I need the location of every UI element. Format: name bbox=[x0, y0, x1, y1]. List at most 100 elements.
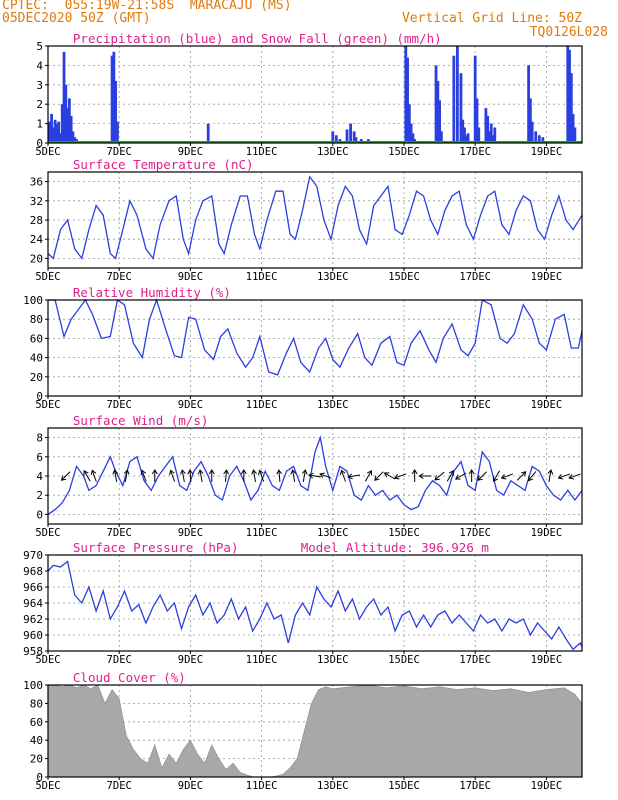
y-tick-label: 60 bbox=[30, 716, 43, 729]
wind-arrow bbox=[83, 469, 91, 482]
precip-bar bbox=[463, 127, 466, 143]
y-tick-label: 6 bbox=[36, 451, 43, 464]
precip-bar bbox=[475, 98, 479, 143]
x-tick-label: 9DEC bbox=[178, 271, 203, 283]
precip-bar bbox=[406, 57, 409, 143]
wind-arrow-shaft bbox=[252, 470, 257, 482]
wind-arrow bbox=[557, 473, 571, 480]
precip-bar bbox=[53, 119, 57, 143]
y-tick-label: 24 bbox=[30, 233, 44, 246]
series-line bbox=[47, 560, 583, 651]
wind-arrow-head bbox=[112, 469, 119, 475]
wind-arrow bbox=[187, 469, 194, 483]
precip-bar bbox=[407, 104, 411, 143]
x-tick-label: 7DEC bbox=[107, 399, 132, 411]
x-tick-label: 17DEC bbox=[459, 146, 491, 158]
y-tick-label: 80 bbox=[30, 313, 43, 326]
y-tick-label: 100 bbox=[23, 679, 43, 692]
wind-arrow-shaft bbox=[446, 470, 454, 482]
x-tick-label: 5DEC bbox=[35, 146, 60, 158]
panel-5 bbox=[45, 684, 583, 780]
precip-bar bbox=[436, 80, 440, 143]
y-tick-label: 4 bbox=[36, 59, 43, 72]
precip-bar bbox=[69, 115, 73, 143]
precip-bar bbox=[466, 133, 470, 143]
wind-arrow bbox=[258, 469, 265, 482]
x-tick-label: 13DEC bbox=[317, 527, 349, 539]
precip-bar bbox=[71, 131, 75, 143]
wind-arrow bbox=[290, 469, 297, 482]
y-tick-label: 60 bbox=[30, 332, 43, 345]
x-tick-label: 19DEC bbox=[531, 399, 563, 411]
wind-arrow bbox=[568, 473, 581, 480]
wind-arrow bbox=[418, 473, 432, 479]
precip-bar bbox=[530, 121, 534, 143]
wind-arrow bbox=[339, 469, 347, 482]
wind-arrow-shaft bbox=[558, 473, 571, 479]
x-tick-label: 17DEC bbox=[459, 780, 491, 792]
wind-arrow-head bbox=[367, 469, 373, 476]
series-line bbox=[47, 435, 583, 515]
wind-arrow-head bbox=[492, 476, 498, 483]
x-tick-label: 9DEC bbox=[178, 399, 203, 411]
cloud-cover-area bbox=[47, 684, 583, 778]
precip-bar bbox=[57, 121, 61, 143]
wind-arrow-head bbox=[434, 475, 440, 481]
y-tick-label: 8 bbox=[36, 432, 43, 445]
precip-bar bbox=[67, 98, 71, 143]
wind-arrow-head bbox=[308, 472, 314, 479]
precip-bar bbox=[112, 51, 116, 143]
y-tick-label: 20 bbox=[30, 252, 43, 265]
wind-arrow-head bbox=[347, 473, 353, 480]
precip-bar bbox=[491, 135, 495, 143]
wind-arrow bbox=[197, 469, 204, 482]
y-tick-label: 28 bbox=[30, 214, 43, 227]
x-tick-label: 9DEC bbox=[178, 146, 203, 158]
wind-arrow-shaft bbox=[91, 470, 97, 482]
header-line1: CPTEC: 055:19W-21:58S MARACAJU (MS) bbox=[2, 0, 292, 13]
x-tick-label: 7DEC bbox=[107, 654, 132, 666]
y-tick-label: 36 bbox=[30, 176, 43, 189]
wind-arrow bbox=[308, 472, 321, 479]
precip-bar bbox=[345, 129, 349, 143]
y-tick-label: 20 bbox=[30, 371, 43, 384]
wind-arrow bbox=[547, 469, 554, 482]
panel-4 bbox=[45, 554, 583, 654]
y-tick-label: 20 bbox=[30, 753, 43, 766]
precip-bar bbox=[484, 108, 488, 143]
wind-arrow-head bbox=[477, 475, 483, 481]
precip-bar bbox=[206, 123, 210, 143]
y-tick-label: 32 bbox=[30, 195, 43, 208]
precip-bar bbox=[114, 80, 118, 143]
precip-bar bbox=[438, 100, 441, 143]
wind-arrow-head bbox=[339, 469, 346, 476]
y-tick-label: 40 bbox=[30, 352, 43, 365]
precip-bar bbox=[534, 131, 538, 143]
x-tick-label: 15DEC bbox=[388, 146, 420, 158]
precip-bar bbox=[64, 84, 68, 143]
wind-arrow bbox=[374, 471, 384, 481]
precip-bar bbox=[60, 104, 64, 143]
wind-arrow-shaft bbox=[548, 470, 552, 482]
precip-bar bbox=[354, 137, 358, 143]
wind-arrow-shaft bbox=[170, 470, 176, 482]
y-tick-label: 2 bbox=[36, 489, 43, 502]
x-tick-label: 9DEC bbox=[178, 654, 203, 666]
x-tick-label: 19DEC bbox=[531, 780, 563, 792]
x-tick-label: 11DEC bbox=[246, 527, 278, 539]
wind-arrow-shaft bbox=[527, 471, 537, 481]
precip-bar bbox=[411, 133, 415, 143]
wind-arrow bbox=[500, 473, 514, 480]
precip-bar bbox=[439, 131, 443, 143]
wind-arrow-head bbox=[208, 469, 215, 475]
x-tick-label: 17DEC bbox=[459, 399, 491, 411]
wind-arrow-shaft bbox=[364, 470, 372, 482]
wind-arrow-shaft bbox=[61, 471, 71, 481]
wind-arrow bbox=[151, 469, 158, 482]
x-tick-label: 15DEC bbox=[388, 780, 420, 792]
precip-bar bbox=[569, 73, 573, 143]
precip-bar bbox=[456, 46, 459, 143]
x-tick-label: 5DEC bbox=[35, 780, 60, 792]
x-tick-label: 13DEC bbox=[317, 654, 349, 666]
panel-annotation: Model Altitude: 396.926 m bbox=[301, 540, 489, 555]
